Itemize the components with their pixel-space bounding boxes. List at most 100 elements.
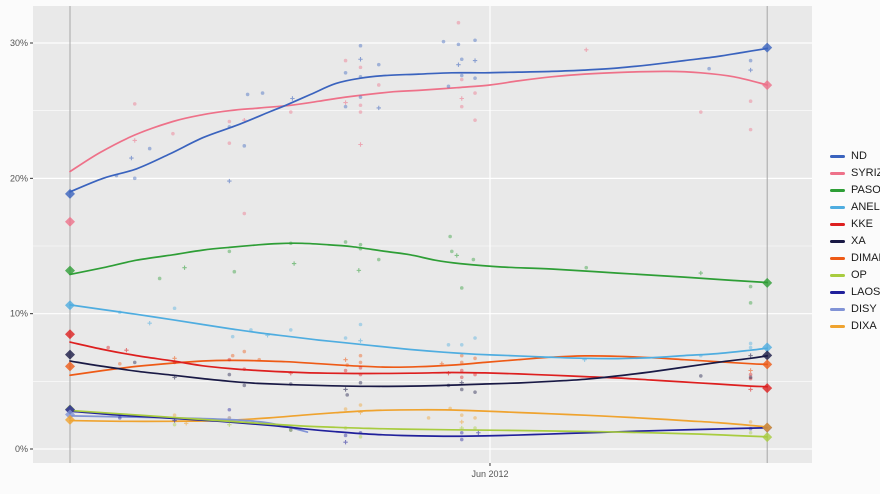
poll-point-ND	[358, 57, 363, 62]
election-results-DIMAR	[65, 359, 773, 372]
poll-point-ND	[290, 96, 295, 101]
poll-point-SYRIZA	[343, 58, 348, 63]
poll-point-DIXA	[358, 403, 363, 407]
poll-point-KKE	[124, 348, 129, 353]
poll-point-SYRIZA	[242, 211, 247, 216]
poll-point-XA	[473, 390, 477, 394]
poll-point-DIMAR	[439, 361, 445, 366]
series-PASOK	[69, 234, 769, 305]
poll-point-XA	[345, 393, 350, 397]
result-diamond-ND-start	[65, 188, 75, 199]
y-tick-label: 0%	[15, 444, 28, 454]
poll-point-DIXA	[358, 410, 363, 415]
poll-point-SYRIZA	[132, 138, 137, 143]
poll-point-DIMAR	[358, 360, 363, 365]
poll-point-PASOK	[343, 240, 348, 244]
poll-point-ND	[441, 39, 446, 44]
poll-point-ANEL	[473, 336, 477, 340]
poll-point-OP	[358, 435, 363, 439]
poll-point-OP	[172, 422, 177, 427]
poll-point-LAOS	[343, 440, 348, 445]
result-diamond-DIMAR-start	[65, 361, 75, 372]
poll-point-LAOS	[172, 418, 177, 423]
poll-point-OP	[459, 425, 464, 431]
election-results-XA	[65, 349, 773, 361]
poll-point-KKE	[106, 345, 110, 350]
poll-point-PASOK	[358, 242, 363, 247]
poll-point-ND	[260, 91, 265, 95]
legend-label: OP	[851, 269, 867, 281]
poll-point-ND	[358, 43, 363, 48]
poll-point-XA	[459, 387, 464, 392]
poll-point-KKE	[242, 367, 247, 371]
legend-label: KKE	[851, 218, 874, 230]
result-diamond-PASOK-end	[762, 277, 773, 288]
poll-point-ND	[114, 173, 119, 178]
poll-point-DIXA	[426, 416, 431, 420]
poll-point-SYRIZA	[459, 96, 464, 101]
trend-line-ND	[69, 47, 769, 193]
legend-label: ANEL	[851, 201, 880, 213]
poll-point-LAOS	[343, 433, 348, 438]
result-diamond-ND-end	[762, 42, 773, 53]
poll-point-LAOS	[476, 430, 481, 435]
poll-point-SYRIZA	[227, 119, 232, 124]
poll-point-PASOK	[182, 265, 187, 270]
poll-point-PASOK	[157, 276, 162, 281]
result-diamond-DIXA-end	[762, 422, 773, 433]
series-ANEL	[69, 304, 769, 362]
poll-point-ANEL	[172, 306, 177, 311]
result-diamond-SYRIZA-end	[762, 80, 773, 91]
poll-point-XA	[748, 353, 753, 358]
legend-item-XA: XA	[830, 233, 880, 250]
poll-point-SYRIZA	[459, 104, 464, 109]
poll-point-ANEL	[582, 357, 587, 362]
poll-point-PASOK	[288, 241, 293, 246]
legend-label: PASOK	[851, 184, 880, 196]
y-tick-label: 10%	[10, 309, 28, 319]
result-diamond-KKE-start	[65, 329, 75, 340]
trend-line-XA	[69, 355, 769, 388]
legend-item-OP: OP	[830, 267, 880, 284]
result-diamond-PASOK-start	[65, 265, 75, 276]
result-diamond-ANEL-end	[762, 342, 773, 353]
poll-point-ND	[245, 92, 250, 97]
poll-point-DIMAR	[459, 360, 464, 365]
poll-point-SYRIZA	[358, 65, 363, 70]
legend-swatch-DIMAR	[830, 257, 845, 260]
result-diamond-XA-end	[762, 350, 773, 361]
election-results-KKE	[65, 329, 773, 394]
poll-point-ND	[473, 38, 477, 43]
poll-point-PASOK	[450, 249, 454, 254]
poll-point-DIXA	[459, 419, 464, 425]
legend-swatch-DISY	[830, 308, 845, 311]
poll-point-ANEL	[230, 334, 235, 339]
legend-label: SYRIZA	[851, 167, 880, 179]
series-ND	[69, 38, 769, 193]
result-diamond-XA-start	[65, 349, 75, 360]
poll-point-SYRIZA	[343, 100, 348, 105]
poll-point-PASOK	[748, 301, 753, 305]
legend-item-KKE: KKE	[830, 216, 880, 233]
poll-point-DIMAR	[345, 363, 350, 367]
poll-point-DIXA	[459, 413, 464, 417]
poll-point-SYRIZA	[376, 83, 381, 87]
poll-point-SYRIZA	[358, 103, 363, 108]
poll-point-KKE	[446, 371, 451, 376]
election-results-PASOK	[65, 265, 773, 288]
poll-point-LAOS	[288, 428, 293, 432]
result-diamond-DIMAR-end	[762, 359, 773, 370]
poll-point-PASOK	[227, 249, 232, 254]
result-diamond-SYRIZA-start	[65, 216, 75, 227]
poll-point-OP	[288, 428, 293, 432]
poll-point-PASOK	[459, 286, 464, 290]
poll-point-XA	[459, 380, 464, 385]
legend-item-ANEL: ANEL	[830, 199, 880, 216]
election-results-SYRIZA	[65, 80, 773, 227]
poll-point-DIXA	[172, 413, 177, 417]
poll-point-DIXA	[473, 416, 477, 420]
poll-point-ND	[343, 70, 348, 75]
axes: 0% 10% 20% 30% Jun 2012	[10, 38, 509, 479]
poll-point-SYRIZA	[358, 142, 363, 147]
trend-line-PASOK	[69, 242, 769, 284]
